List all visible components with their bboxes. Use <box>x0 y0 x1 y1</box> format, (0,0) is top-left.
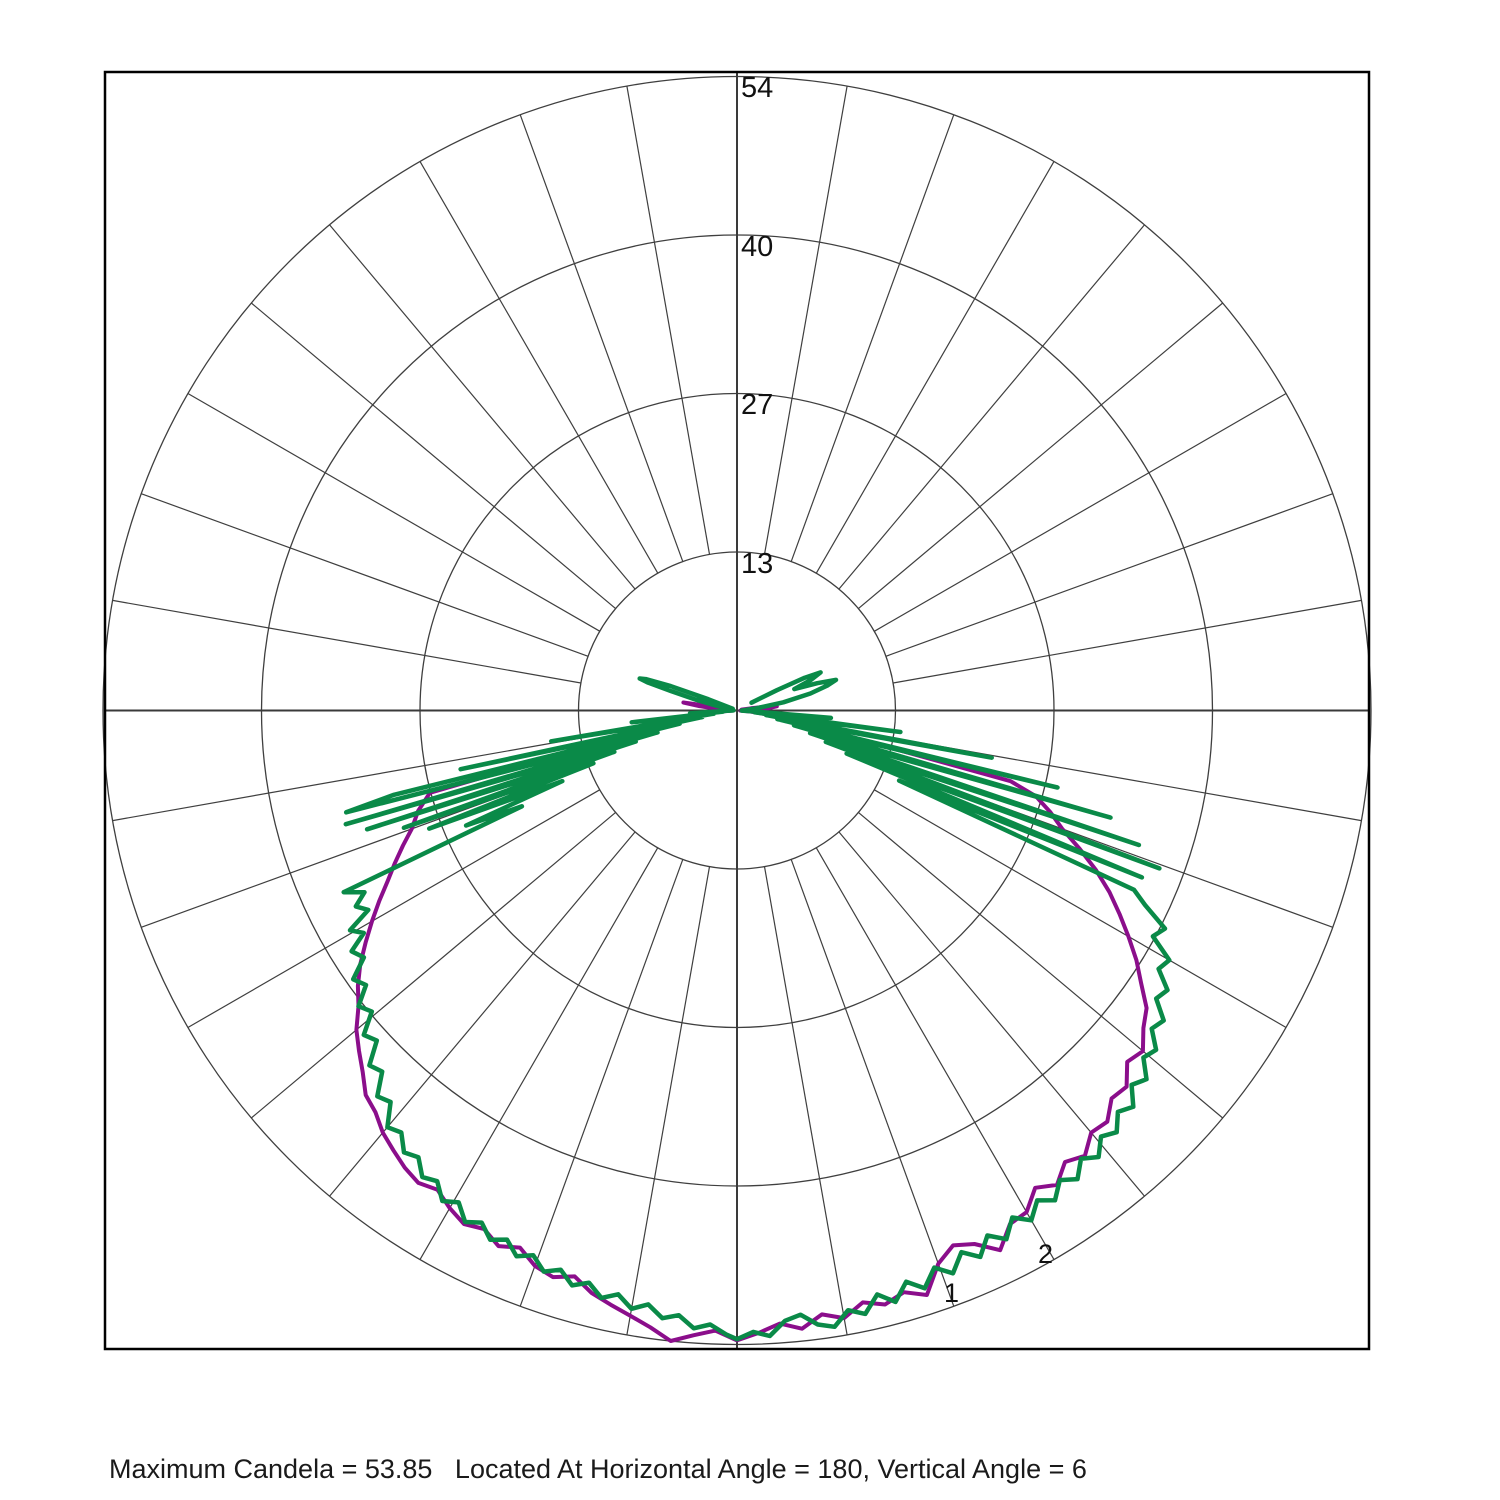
ring-label-54: 54 <box>741 72 773 104</box>
candela-curve-1 <box>354 700 1149 1343</box>
curve-2-label: 2 <box>1038 1239 1053 1269</box>
ring-label-27: 27 <box>741 389 773 421</box>
polar-grid <box>102 70 1372 1351</box>
candela-curves <box>341 670 1172 1343</box>
ring-label-40: 40 <box>741 231 773 263</box>
ring-label-13: 13 <box>741 548 773 580</box>
footer-annotations: Maximum Candela = 53.85 Located At Horiz… <box>103 1384 1087 1500</box>
max-candela-line: Maximum Candela = 53.85 Located At Horiz… <box>109 1454 1087 1484</box>
curve-1-label: 1 <box>944 1278 959 1308</box>
candela-curve-2 <box>341 670 1172 1342</box>
